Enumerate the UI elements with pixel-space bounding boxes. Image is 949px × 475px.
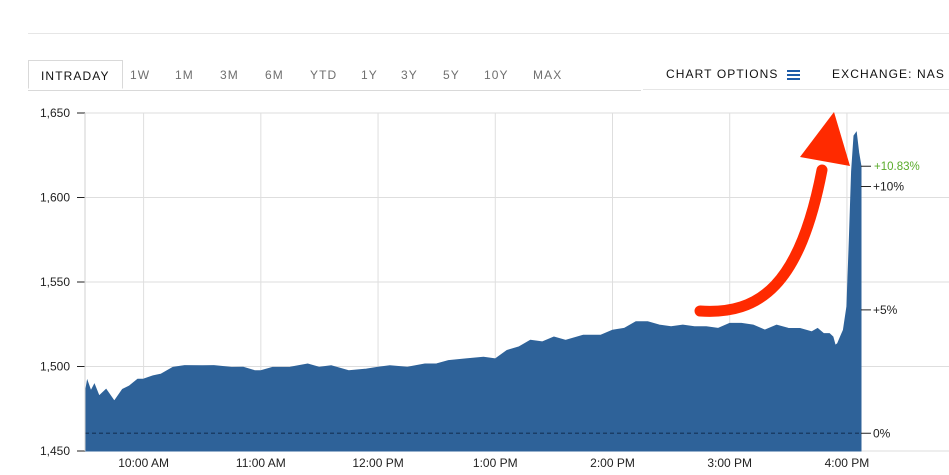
- percent-tick-label: +5%: [873, 303, 898, 317]
- x-tick-label: 12:00 PM: [352, 456, 403, 470]
- price-area: [84, 131, 862, 452]
- x-tick-label: 3:00 PM: [707, 456, 752, 470]
- x-tick-label: 10:00 AM: [118, 456, 169, 470]
- range-tabs: INTRADAY 1W 1M 3M 6M YTD 1Y 3Y 5Y 10Y MA…: [28, 60, 641, 91]
- tab-5y[interactable]: 5Y: [443, 68, 460, 82]
- x-tick-label: 4:00 PM: [825, 456, 870, 470]
- percent-tick-label: 0%: [873, 426, 891, 440]
- exchange-label: EXCHANGE: NAS: [832, 67, 945, 81]
- x-tick-label: 2:00 PM: [590, 456, 635, 470]
- header-right-divider: [643, 89, 949, 90]
- annotation-layer: [694, 112, 850, 317]
- percent-tick-label: +10%: [873, 180, 904, 194]
- price-area-layer: [84, 131, 862, 452]
- top-divider: [28, 33, 949, 34]
- tab-1w[interactable]: 1W: [130, 68, 151, 82]
- menu-icon: [786, 69, 800, 80]
- y-tick-label: 1,650: [40, 106, 70, 120]
- tab-max[interactable]: MAX: [533, 68, 563, 82]
- chart-axes: 1,450 1,500 1,550 1,600 1,650 10:00 AM 11:00 A…: [40, 106, 920, 470]
- y-tick-label: 1,600: [40, 191, 70, 205]
- y-tick-label: 1,500: [40, 360, 70, 374]
- tab-6m[interactable]: 6M: [265, 68, 284, 82]
- tab-ytd[interactable]: YTD: [310, 68, 338, 82]
- annotation-arrow-head: [800, 112, 850, 166]
- tab-1m[interactable]: 1M: [175, 68, 194, 82]
- annotation-arrow-shaft: [694, 164, 828, 317]
- tab-1y[interactable]: 1Y: [361, 68, 378, 82]
- tab-3y[interactable]: 3Y: [401, 68, 418, 82]
- y-tick-label: 1,450: [40, 444, 70, 458]
- y-tick-label: 1,550: [40, 275, 70, 289]
- chart-options-label: CHART OPTIONS: [666, 67, 779, 81]
- tab-intraday[interactable]: INTRADAY: [28, 60, 123, 89]
- x-tick-label: 11:00 AM: [236, 456, 286, 470]
- x-tick-label: 1:00 PM: [473, 456, 518, 470]
- last-change-label: +10.83%: [874, 161, 920, 173]
- tab-3m[interactable]: 3M: [220, 68, 239, 82]
- tab-10y[interactable]: 10Y: [484, 68, 509, 82]
- chart-options-button[interactable]: CHART OPTIONS: [666, 64, 800, 84]
